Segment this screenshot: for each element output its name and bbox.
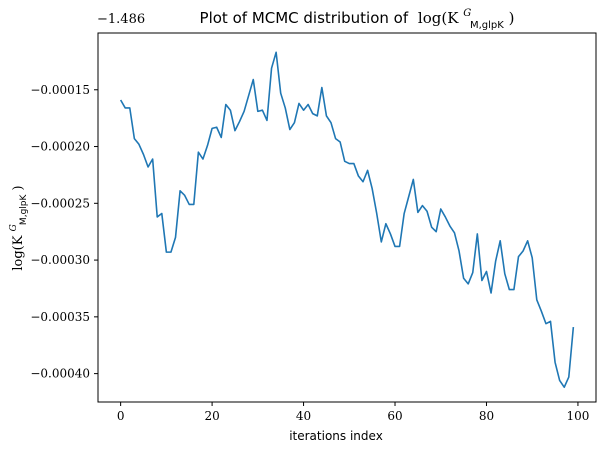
y-tick-label: −0.00030 [30,253,90,267]
chart-title-prefix: Plot of MCMC distribution of [200,9,409,27]
chart-title-close: ) [509,9,515,27]
y-axis-label-math: log(K [11,235,26,270]
plot-layer [119,51,575,389]
x-axis-label: iterations index [289,429,383,443]
chart-title-sub: M,glpK [470,20,504,31]
y-axis-label: log(K G M,glpK ) [5,185,30,270]
x-tick-label: 40 [296,409,311,423]
y-tick-label: −0.00035 [30,310,90,324]
chart-title: Plot of MCMC distribution of log(K G M,g… [200,2,515,32]
x-tick-label: 60 [387,409,402,423]
y-axis-label-close: ) [11,185,26,190]
y-tick-label: −0.00015 [30,83,90,97]
series-line [119,51,575,389]
x-tick-label: 100 [566,409,589,423]
y-axis-label-sup: G [9,224,19,231]
y-offset-text: −1.486 [97,12,145,27]
y-tick-label: −0.00025 [30,196,90,210]
x-tick-label: 0 [117,409,125,423]
x-tick-label: 80 [479,409,494,423]
y-tick-label: −0.00020 [30,140,90,154]
y-axis-label-sub: M,glpK [19,194,29,226]
y-tick-label: −0.00040 [30,367,90,381]
ticks-layer: 0 20 40 60 80 100 −0.00015 −0.00020 −0.00025 −0.0… [30,83,589,423]
chart-title-math: log(K [418,9,459,27]
chart-title-sup: G [463,8,471,19]
x-tick-label: 20 [204,409,219,423]
plot-frame [97,32,597,403]
